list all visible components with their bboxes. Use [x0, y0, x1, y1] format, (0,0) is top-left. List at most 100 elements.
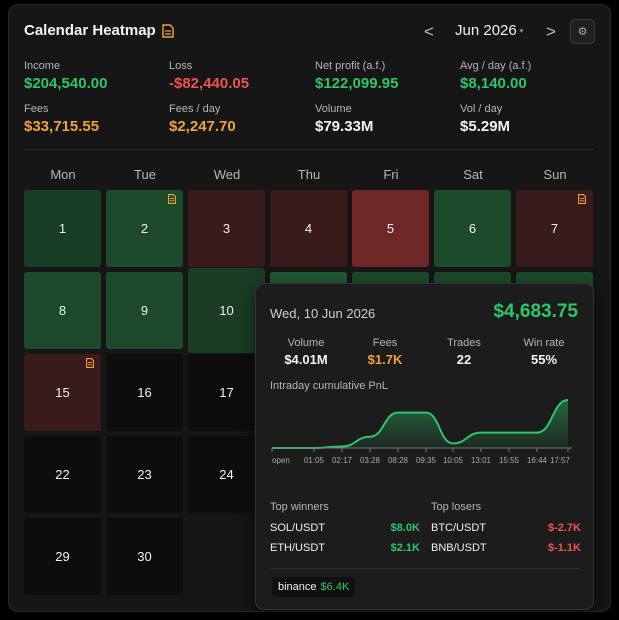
day-number: 29	[55, 549, 70, 564]
calendar-day-cell[interactable]: 2	[106, 190, 183, 267]
day-number: 9	[140, 303, 149, 318]
calendar-day-cell[interactable]: 6	[434, 190, 511, 267]
popup-stat-label: Trades	[447, 337, 481, 349]
day-number: 10	[219, 303, 234, 318]
weekday-thu: Thu	[297, 167, 321, 182]
x-tick-label: 03:28	[360, 456, 381, 465]
day-number: 22	[55, 467, 70, 482]
popup-stat-label: Volume	[287, 337, 325, 349]
calendar-day-cell[interactable]: 23	[106, 436, 183, 513]
top-winners-label: Top winners	[270, 501, 329, 513]
day-number: 15	[55, 385, 70, 400]
day-number: 24	[219, 467, 234, 482]
calendar-day-cell[interactable]: 15	[24, 354, 101, 431]
day-number: 6	[468, 221, 477, 236]
popup-stat-win-rate: Win rate 55%	[504, 337, 584, 367]
calendar-day-cell[interactable]: 5	[352, 190, 429, 267]
weekday-wed: Wed	[213, 167, 241, 182]
loser-row: BTC/USDT $-2.7K	[431, 522, 581, 534]
popup-stat-label: Win rate	[523, 337, 565, 349]
calendar-day-cell[interactable]: 9	[106, 272, 183, 349]
document-icon[interactable]	[162, 23, 174, 38]
stat-fees-day: Fees / day $2,247.70	[169, 103, 236, 135]
exchange-name: binance	[278, 581, 317, 593]
page-title: Calendar Heatmap	[24, 22, 174, 39]
exchange-badge: binance $6.4K	[272, 577, 356, 597]
day-number: 4	[304, 221, 313, 236]
stat-income: Income $204,540.00	[24, 60, 107, 92]
stat-label: Avg / day (a.f.)	[460, 60, 532, 72]
exchange-pnl: $6.4K	[320, 581, 350, 593]
note-icon	[86, 358, 94, 368]
popup-stat-value: $4.01M	[284, 352, 328, 367]
stat-value: -$82,440.05	[169, 75, 250, 92]
note-icon	[578, 194, 586, 204]
weekday-sat: Sat	[463, 167, 483, 182]
stat-label: Vol / day	[460, 103, 503, 115]
popup-stat-value: 22	[456, 352, 472, 367]
popup-stat-value: 55%	[530, 352, 558, 367]
x-tick-label: 17:57	[550, 456, 571, 465]
next-month-button[interactable]: >	[546, 22, 556, 41]
calendar-day-cell[interactable]: 17	[188, 354, 265, 431]
x-tick-label: 13:01	[471, 456, 492, 465]
caret-down-icon: ▾	[519, 28, 524, 36]
x-tick-label: 01:05	[304, 456, 325, 465]
stat-volume: Volume $79.33M	[315, 103, 373, 135]
calendar-day-cell[interactable]: 3	[188, 190, 265, 267]
day-number: 30	[137, 549, 152, 564]
x-tick-label: 02:17	[332, 456, 353, 465]
stat-value: $33,715.55	[24, 118, 100, 135]
note-icon	[168, 194, 176, 204]
weekday-tue: Tue	[134, 167, 156, 182]
calendar-day-cell[interactable]: 24	[188, 436, 265, 513]
day-number: 2	[140, 221, 149, 236]
calendar-day-cell[interactable]: 10	[188, 268, 265, 353]
popup-stat-volume: Volume $4.01M	[266, 337, 346, 367]
gear-icon: ⚙	[577, 26, 588, 38]
stat-label: Loss	[169, 60, 193, 72]
divider	[24, 149, 594, 150]
calendar-day-cell[interactable]: 1	[24, 190, 101, 267]
calendar-day-cell[interactable]: 4	[270, 190, 347, 267]
day-number: 3	[222, 221, 231, 236]
stat-value: $2,247.70	[169, 118, 236, 135]
popup-divider	[270, 568, 580, 569]
stat-value: $122,099.95	[315, 75, 399, 92]
weekday-mon: Mon	[50, 167, 76, 182]
popup-stat-value: $1.7K	[367, 352, 403, 367]
settings-button[interactable]: ⚙	[570, 19, 595, 44]
x-tick-label: 10:05	[443, 456, 464, 465]
calendar-day-cell[interactable]: 16	[106, 354, 183, 431]
stat-avg-day: Avg / day (a.f.) $8,140.00	[460, 60, 531, 92]
calendar-day-cell[interactable]: 30	[106, 518, 183, 595]
day-number: 23	[137, 467, 152, 482]
winner-row: SOL/USDT $8.0K	[270, 522, 420, 534]
stat-value: $8,140.00	[460, 75, 527, 92]
x-tick-label: 09:35	[416, 456, 437, 465]
stat-label: Fees	[24, 103, 49, 115]
day-number: 8	[58, 303, 67, 318]
day-number: 16	[137, 385, 152, 400]
calendar-day-cell[interactable]: 7	[516, 190, 593, 267]
stat-value: $79.33M	[315, 118, 374, 135]
stat-net-profit: Net profit (a.f.) $122,099.95	[315, 60, 398, 92]
popup-stat-trades: Trades 22	[424, 337, 504, 367]
calendar-day-cell[interactable]: 22	[24, 436, 101, 513]
stat-label: Net profit (a.f.)	[315, 60, 386, 72]
winner-pair: ETH/USDT	[270, 542, 325, 554]
weekday-fri: Fri	[383, 167, 399, 182]
month-selector[interactable]: Jun 2026 ▾	[455, 22, 523, 39]
month-label: Jun 2026	[455, 22, 517, 39]
winner-pair: SOL/USDT	[270, 522, 326, 534]
popup-pnl: $4,683.75	[493, 301, 578, 322]
calendar-day-cell[interactable]: 8	[24, 272, 101, 349]
title-text: Calendar Heatmap	[24, 22, 156, 39]
calendar-day-cell[interactable]: 29	[24, 518, 101, 595]
loser-pair: BTC/USDT	[431, 522, 486, 534]
stat-value: $204,540.00	[24, 75, 108, 92]
day-number: 5	[386, 221, 395, 236]
winner-pnl: $2.1K	[390, 542, 420, 554]
prev-month-button[interactable]: <	[424, 22, 434, 41]
chart-title: Intraday cumulative PnL	[270, 380, 389, 392]
